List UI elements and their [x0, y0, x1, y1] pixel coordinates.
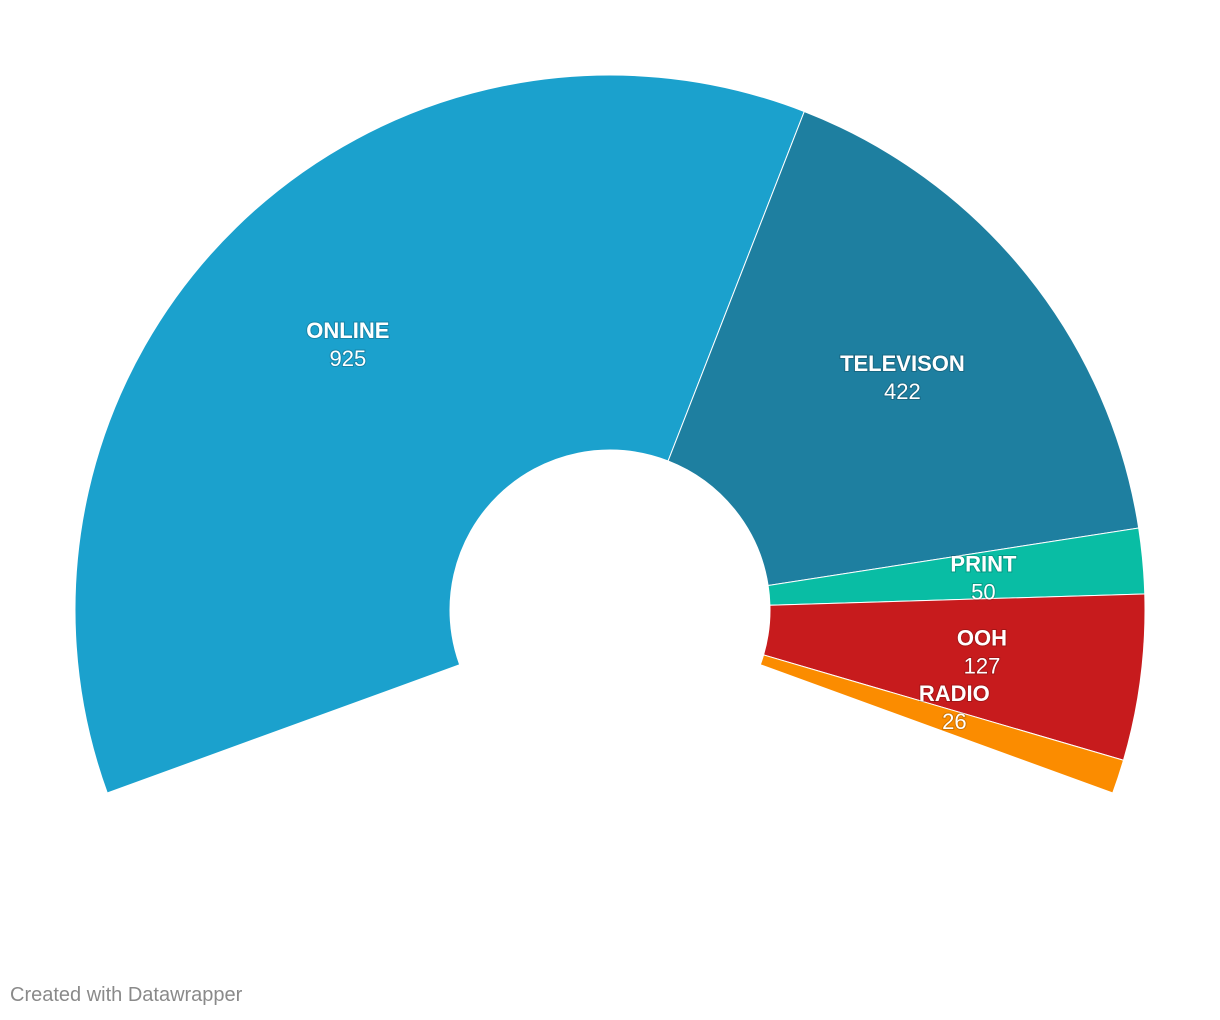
slice-value-radio: 26 [942, 709, 966, 734]
slice-label-radio: RADIO [919, 681, 990, 706]
credit-text[interactable]: Created with Datawrapper [10, 984, 243, 1006]
slice-label-ooh: OOH [957, 626, 1007, 651]
slice-value-televison: 422 [884, 379, 921, 404]
slice-label-online: ONLINE [306, 318, 389, 343]
slice-online[interactable] [74, 74, 805, 794]
slice-label-televison: TELEVISON [840, 351, 965, 376]
slice-televison[interactable] [667, 110, 1140, 587]
slice-radio[interactable] [759, 654, 1125, 794]
slice-label-print: PRINT [950, 552, 1017, 577]
slice-value-ooh: 127 [964, 654, 1001, 679]
slice-value-print: 50 [971, 580, 995, 605]
slice-value-online: 925 [329, 346, 366, 371]
